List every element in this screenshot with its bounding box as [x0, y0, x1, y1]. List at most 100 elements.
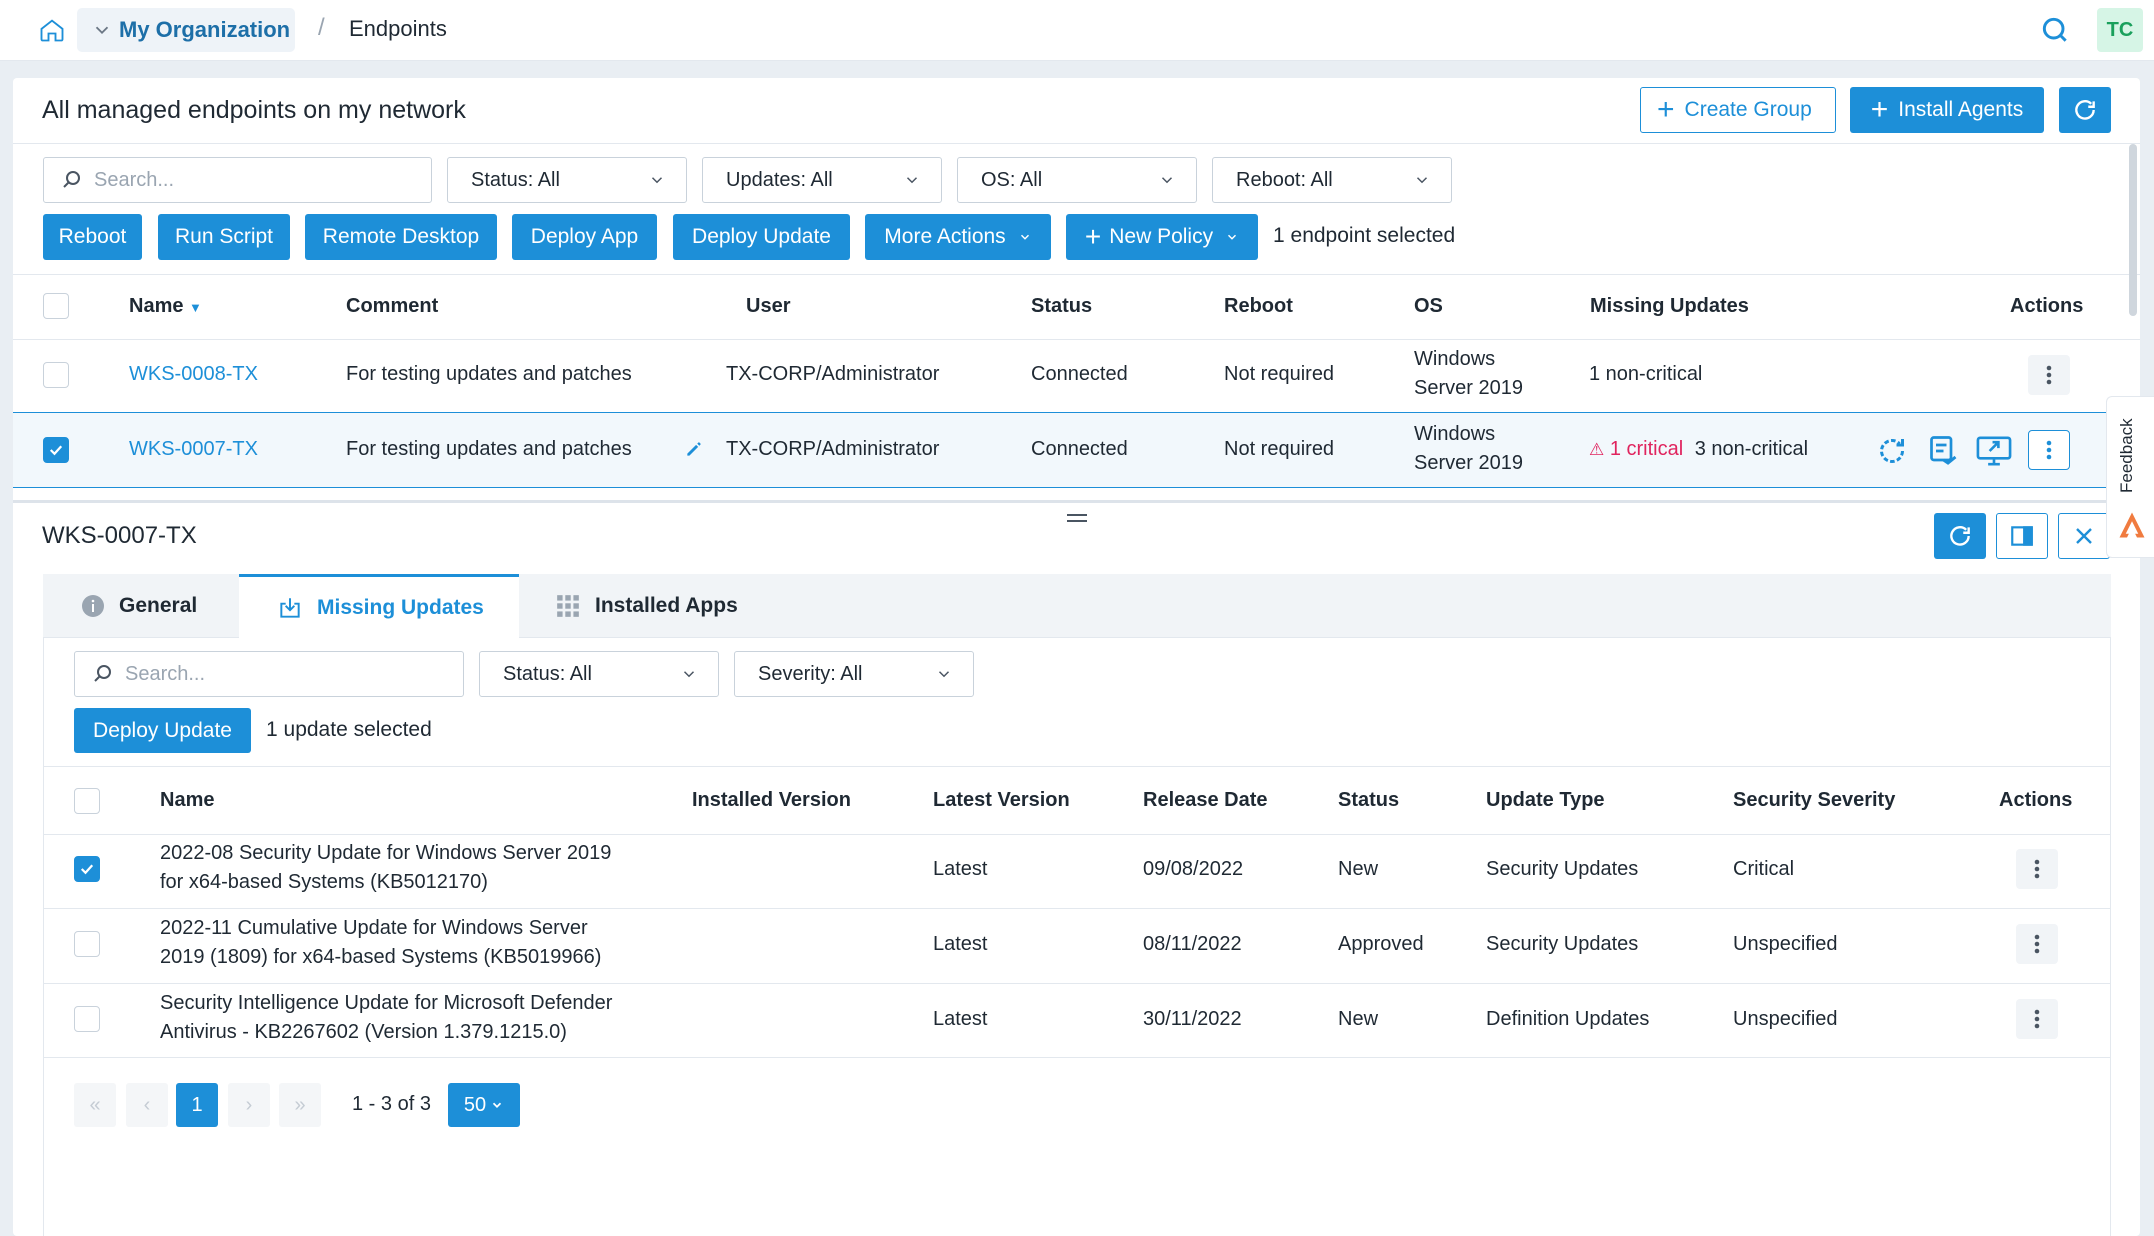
column-header-update-type[interactable]: Update Type	[1486, 789, 1605, 811]
page-1-button[interactable]: 1	[176, 1083, 218, 1127]
update-search-input[interactable]: Search...	[74, 651, 464, 697]
column-header-update-actions: Actions	[1999, 789, 2073, 811]
severity-filter[interactable]: Severity: All	[734, 651, 974, 697]
select-all-checkbox[interactable]	[43, 293, 69, 319]
deploy-app-button[interactable]: Deploy App	[512, 214, 657, 260]
reboot-button[interactable]: Reboot	[43, 214, 142, 260]
row-checkbox[interactable]	[74, 931, 100, 957]
brand-logo-icon	[2117, 509, 2147, 546]
row-checkbox[interactable]	[74, 1006, 100, 1032]
column-header-release-date[interactable]: Release Date	[1143, 789, 1268, 811]
close-detail-button[interactable]	[2058, 513, 2110, 559]
endpoint-name-link[interactable]: WKS-0007-TX	[129, 438, 258, 460]
divider	[13, 339, 2140, 340]
update-name-line1: Security Intelligence Update for Microso…	[160, 992, 613, 1014]
last-page-button[interactable]: »	[279, 1083, 321, 1127]
chevron-down-icon	[1416, 177, 1428, 184]
check-icon	[80, 864, 94, 875]
column-header-missing-updates[interactable]: Missing Updates	[1590, 295, 1749, 317]
updates-filter[interactable]: Updates: All	[702, 157, 942, 203]
avatar[interactable]: TC	[2097, 8, 2143, 52]
run-script-icon[interactable]	[1924, 433, 1960, 474]
tab-general[interactable]: General	[43, 574, 239, 638]
divider	[43, 908, 2111, 909]
update-release-date: 08/11/2022	[1143, 933, 1242, 955]
detail-refresh-button[interactable]	[1934, 513, 1986, 559]
column-header-update-status[interactable]: Status	[1338, 789, 1400, 811]
select-all-updates-checkbox[interactable]	[74, 788, 100, 814]
page-size-value: 50	[463, 1093, 487, 1116]
org-selector[interactable]: My Organization	[77, 8, 295, 52]
check-icon	[49, 445, 63, 456]
update-status-filter[interactable]: Status: All	[479, 651, 719, 697]
reboot-filter[interactable]: Reboot: All	[1212, 157, 1452, 203]
next-page-button[interactable]: ›	[228, 1083, 270, 1127]
close-icon	[2076, 528, 2092, 544]
column-header-installed-version[interactable]: Installed Version	[692, 789, 851, 811]
install-agents-label: Install Agents	[1898, 98, 2024, 121]
updates-filter-label: Updates: All	[726, 168, 833, 191]
chevron-down-icon	[493, 1102, 502, 1108]
tab-missing-updates[interactable]: Missing Updates	[239, 574, 519, 638]
tab-installed-apps[interactable]: Installed Apps	[519, 574, 779, 638]
update-type: Security Updates	[1486, 858, 1639, 880]
pagination-range: 1 - 3 of 3	[352, 1093, 431, 1115]
deploy-update-detail-button[interactable]: Deploy Update	[74, 708, 251, 753]
update-name-line2: for x64-based Systems (KB5012170)	[160, 871, 488, 893]
endpoint-os-line2: Server 2019	[1414, 377, 1523, 399]
remote-desktop-icon[interactable]	[1975, 433, 2013, 474]
update-name-line1: 2022-08 Security Update for Windows Serv…	[160, 842, 612, 864]
os-filter[interactable]: OS: All	[957, 157, 1197, 203]
install-agents-button[interactable]: + Install Agents	[1850, 87, 2044, 133]
column-header-update-name[interactable]: Name	[160, 789, 215, 811]
drag-handle-icon[interactable]	[1067, 514, 1087, 522]
row-actions-menu[interactable]	[2016, 849, 2058, 889]
row-checkbox[interactable]	[43, 362, 69, 388]
row-actions-menu[interactable]	[2028, 430, 2070, 470]
column-header-comment[interactable]: Comment	[346, 295, 439, 317]
page-size-select[interactable]: 50	[448, 1083, 520, 1127]
sync-icon[interactable]	[1874, 433, 1910, 474]
row-checkbox[interactable]	[43, 437, 69, 463]
column-header-latest-version[interactable]: Latest Version	[933, 789, 1070, 811]
breadcrumb-separator: /	[318, 14, 325, 41]
scrollbar[interactable]	[2129, 144, 2137, 316]
new-policy-button[interactable]: + New Policy	[1066, 214, 1258, 260]
column-header-name[interactable]: Name ▼	[129, 295, 202, 317]
row-actions-menu[interactable]	[2028, 355, 2070, 395]
divider	[43, 1057, 2111, 1058]
endpoint-missing-updates: ⚠ 1 critical 3 non-critical	[1589, 435, 1808, 464]
search-icon	[94, 665, 111, 682]
run-script-button[interactable]: Run Script	[158, 214, 290, 260]
column-header-actions: Actions	[2010, 295, 2084, 317]
toggle-layout-button[interactable]	[1996, 513, 2048, 559]
refresh-button[interactable]	[2059, 87, 2111, 133]
edit-comment-icon[interactable]	[684, 439, 704, 464]
endpoint-search-input[interactable]: Search...	[43, 157, 432, 203]
row-checkbox[interactable]	[74, 856, 100, 882]
column-header-user[interactable]: User	[746, 295, 791, 317]
detail-title: WKS-0007-TX	[42, 522, 197, 549]
prev-page-button[interactable]: ‹	[126, 1083, 168, 1127]
create-group-button[interactable]: + Create Group	[1640, 87, 1836, 133]
column-header-status[interactable]: Status	[1031, 295, 1093, 317]
home-icon[interactable]	[38, 16, 66, 44]
first-page-button[interactable]: «	[74, 1083, 116, 1127]
row-actions-menu[interactable]	[2016, 999, 2058, 1039]
feedback-tab[interactable]: Feedback	[2106, 396, 2154, 558]
column-header-os[interactable]: OS	[1414, 295, 1443, 317]
kebab-icon	[2034, 1009, 2040, 1029]
deploy-update-button[interactable]: Deploy Update	[673, 214, 850, 260]
update-status: New	[1338, 1008, 1379, 1030]
column-header-security-severity[interactable]: Security Severity	[1733, 789, 1896, 811]
search-icon[interactable]	[2039, 14, 2071, 46]
status-filter[interactable]: Status: All	[447, 157, 687, 203]
more-actions-button[interactable]: More Actions	[865, 214, 1051, 260]
panel-splitter[interactable]	[13, 500, 2140, 503]
update-latest-version: Latest	[933, 858, 988, 880]
divider	[13, 274, 2140, 275]
row-actions-menu[interactable]	[2016, 924, 2058, 964]
endpoint-name-link[interactable]: WKS-0008-TX	[129, 363, 258, 385]
remote-desktop-button[interactable]: Remote Desktop	[305, 214, 497, 260]
column-header-reboot[interactable]: Reboot	[1224, 295, 1293, 317]
